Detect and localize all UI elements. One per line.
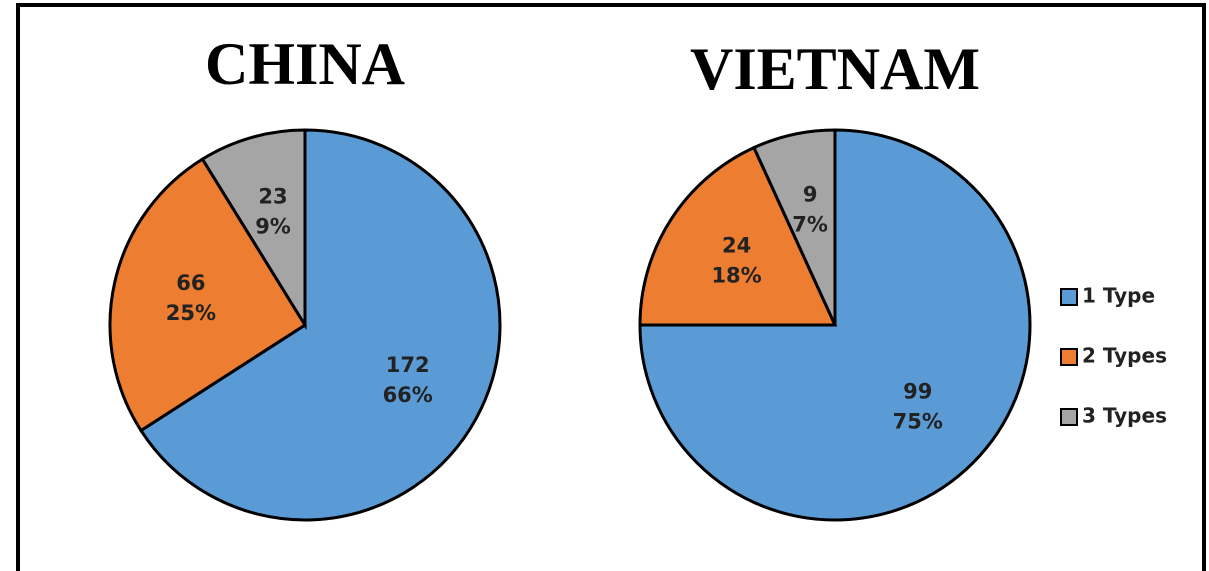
percent-label: 7% — [792, 213, 828, 237]
pie-slice — [108, 157, 308, 433]
legend-label: 3 Types — [1082, 404, 1167, 428]
pie-slice — [200, 128, 307, 331]
chart-title: CHINA — [205, 31, 405, 97]
pie-slice — [638, 128, 1032, 522]
percent-label: 18% — [711, 264, 761, 288]
percent-label: 75% — [893, 410, 943, 434]
data-label: 24 — [722, 234, 751, 258]
data-label: 9 — [803, 183, 818, 207]
data-label: 172 — [386, 353, 430, 377]
pie-slice — [638, 145, 838, 327]
data-label: 66 — [176, 271, 205, 295]
frame — [16, 3, 1206, 571]
legend-swatch — [1060, 288, 1078, 306]
percent-label: 9% — [255, 214, 291, 238]
percent-label: 66% — [383, 383, 433, 407]
pie-slice — [138, 128, 502, 522]
data-label: 23 — [258, 184, 287, 208]
legend-swatch — [1060, 408, 1078, 426]
legend-label: 1 Type — [1082, 284, 1155, 308]
pie-slice — [752, 128, 837, 326]
percent-label: 25% — [166, 301, 216, 325]
chart-title: VIETNAM — [690, 36, 980, 102]
legend-swatch — [1060, 348, 1078, 366]
data-label: 99 — [903, 380, 932, 404]
legend-label: 2 Types — [1082, 344, 1167, 368]
